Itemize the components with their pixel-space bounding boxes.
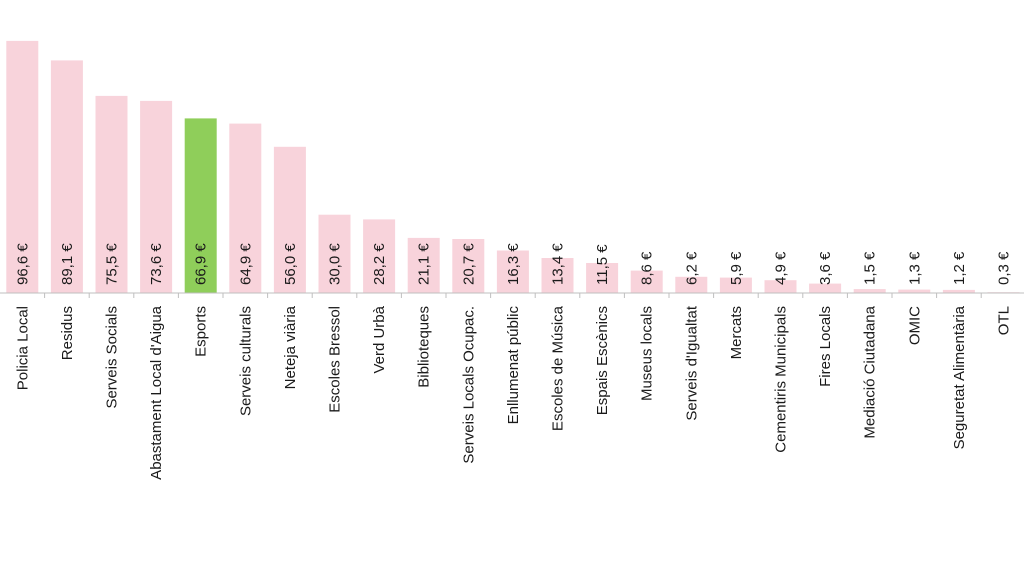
value-label: 89,1 € <box>59 243 76 285</box>
value-label: 73,6 € <box>148 243 165 285</box>
bar <box>229 123 262 293</box>
value-label: 75,5 € <box>104 243 121 285</box>
category-label: Museus locals <box>639 306 656 401</box>
category-label: Escoles Bressol <box>327 306 344 413</box>
value-label: 30,0 € <box>327 243 344 285</box>
category-label: Espais Escènics <box>594 306 611 415</box>
bar <box>95 95 128 294</box>
category-label: Esports <box>193 306 210 357</box>
category-label: Verd Urbà <box>371 305 388 373</box>
category-label: Serveis Socials <box>104 306 121 409</box>
bar <box>273 146 306 293</box>
value-label: 1,3 € <box>906 251 923 285</box>
bar <box>496 250 529 293</box>
bars-group <box>6 40 1020 294</box>
value-labels-group: 96,6 € 89,1 € 75,5 € 73,6 € 66,9 € 64,9 € 56,0… <box>14 243 1012 285</box>
category-label: Cementiris Municipals <box>773 306 790 453</box>
bar <box>853 289 886 293</box>
value-label: 0,3 € <box>996 251 1013 285</box>
value-label: 1,2 € <box>951 251 968 285</box>
value-label: 28,2 € <box>371 243 388 285</box>
value-label: 16,3 € <box>505 243 522 285</box>
bar <box>140 100 173 294</box>
bar <box>630 270 663 293</box>
category-label: Escoles de Música <box>550 305 567 431</box>
category-label: Mediació Ciutadana <box>862 305 879 438</box>
value-label: 66,9 € <box>193 243 210 285</box>
value-label: 3,6 € <box>817 251 834 285</box>
bar <box>809 283 842 293</box>
value-label: 11,5 € <box>594 244 611 285</box>
bar <box>50 60 83 294</box>
category-label: Abastament Local d'Aigua <box>148 305 165 479</box>
bar <box>184 118 217 294</box>
category-label: Fires Locals <box>817 306 834 387</box>
category-label: Serveis culturals <box>237 306 254 416</box>
category-labels-group: Policia Local Residus Serveis Socials Abast… <box>14 305 1012 480</box>
category-label: Serveis d'Igualtat <box>683 305 700 420</box>
category-label: OMIC <box>906 306 923 345</box>
value-label: 13,4 € <box>550 243 567 285</box>
value-label: 4,9 € <box>773 251 790 285</box>
bar <box>363 219 396 293</box>
bar <box>586 263 619 293</box>
value-label: 21,1 € <box>416 243 433 285</box>
value-label: 20,7 € <box>460 243 477 285</box>
value-label: 6,2 € <box>683 251 700 285</box>
category-label: Serveis Locals Ocupac. <box>460 306 477 464</box>
bar <box>942 289 975 293</box>
category-label: Neteja viària <box>282 305 299 389</box>
bar <box>452 239 485 293</box>
value-label: 5,9 € <box>728 251 745 285</box>
bar <box>407 237 440 293</box>
value-label: 96,6 € <box>14 243 31 285</box>
bar <box>541 258 574 293</box>
bar <box>719 277 752 293</box>
bar <box>675 276 708 293</box>
bar <box>764 280 797 293</box>
value-label: 1,5 € <box>862 251 879 285</box>
bar <box>6 40 39 294</box>
x-axis-ticks <box>44 293 982 298</box>
category-label: Biblioteques <box>416 306 433 388</box>
category-label: OTL <box>996 306 1013 335</box>
category-label: Seguretat Alimentària <box>951 305 968 449</box>
value-label: 8,6 € <box>639 251 656 285</box>
bar <box>318 214 351 293</box>
value-label: 56,0 € <box>282 243 299 285</box>
category-label: Mercats <box>728 306 745 359</box>
category-label: Enllumenat públic <box>505 306 522 425</box>
bar <box>898 289 931 293</box>
category-label: Residus <box>59 306 76 360</box>
category-label: Policia Local <box>14 306 31 390</box>
value-label: 64,9 € <box>237 243 254 285</box>
